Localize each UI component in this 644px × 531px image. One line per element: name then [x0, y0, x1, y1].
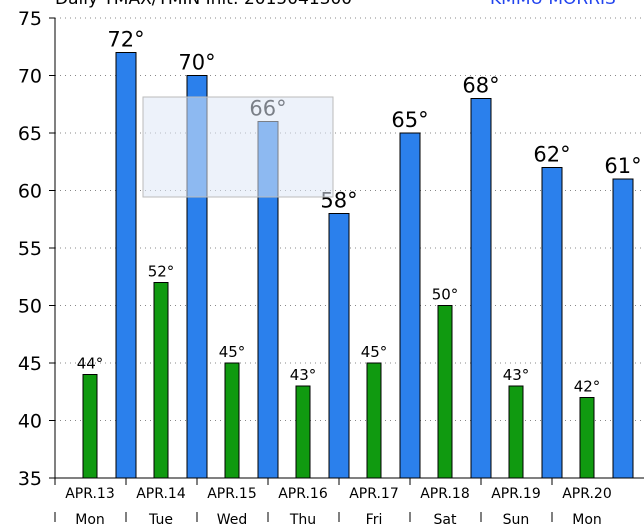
bar	[328, 213, 350, 479]
day-label: Wed	[217, 512, 248, 528]
x-tick-label: APR.18	[420, 486, 470, 502]
y-tick-label: 50	[18, 296, 42, 318]
inset-thumbnail	[142, 96, 334, 198]
bar	[579, 397, 595, 479]
bar	[295, 385, 311, 479]
x-tick-label: APR.16	[278, 486, 328, 502]
day-label: Thu	[289, 512, 316, 528]
value-label: 50°	[432, 286, 459, 304]
y-tick-label: 40	[18, 411, 42, 433]
value-label: 45°	[361, 343, 388, 361]
day-label: Tue	[148, 512, 173, 528]
bar	[115, 52, 137, 479]
station-label: KMMU MORRIS	[490, 0, 616, 9]
value-label: 62°	[533, 143, 570, 167]
value-label: 65°	[391, 108, 428, 132]
bar	[153, 282, 169, 479]
y-tick-label: 45	[18, 353, 42, 375]
value-label: 52°	[148, 263, 175, 281]
value-label: 42°	[574, 378, 601, 396]
bar	[541, 167, 563, 479]
y-tick-label: 35	[18, 468, 42, 490]
y-tick-label: 55	[18, 238, 42, 260]
day-label: Sat	[434, 512, 457, 528]
day-label: Mon	[572, 512, 602, 528]
bar	[508, 385, 524, 479]
bar	[224, 362, 240, 479]
value-label: 43°	[503, 366, 530, 384]
y-tick-label: 70	[18, 66, 42, 88]
day-label: Mon	[75, 512, 105, 528]
value-label: 61°	[604, 154, 641, 178]
value-label: 68°	[462, 74, 499, 98]
x-tick-label: APR.17	[349, 486, 399, 502]
value-label: 72°	[107, 28, 144, 52]
bar	[437, 305, 453, 479]
x-tick-label: APR.15	[207, 486, 257, 502]
bar	[470, 98, 492, 479]
y-tick-label: 75	[18, 8, 42, 30]
bar	[399, 132, 421, 479]
value-label: 45°	[219, 343, 246, 361]
value-label: 70°	[178, 51, 215, 75]
value-label: 43°	[290, 366, 317, 384]
chart-title: Daily TMAX/TMIN Init: 2015041300	[55, 0, 352, 9]
value-label: 44°	[77, 355, 104, 373]
x-tick-label: APR.19	[491, 486, 541, 502]
y-tick-label: 65	[18, 123, 42, 145]
bar	[82, 374, 98, 479]
day-label: Fri	[366, 512, 383, 528]
x-tick-label: APR.20	[562, 486, 612, 502]
x-tick-label: APR.14	[136, 486, 186, 502]
y-tick-label: 60	[18, 181, 42, 203]
day-label: Sun	[503, 512, 530, 528]
x-tick-label: APR.13	[65, 486, 115, 502]
bar	[366, 362, 382, 479]
bar	[612, 178, 634, 479]
